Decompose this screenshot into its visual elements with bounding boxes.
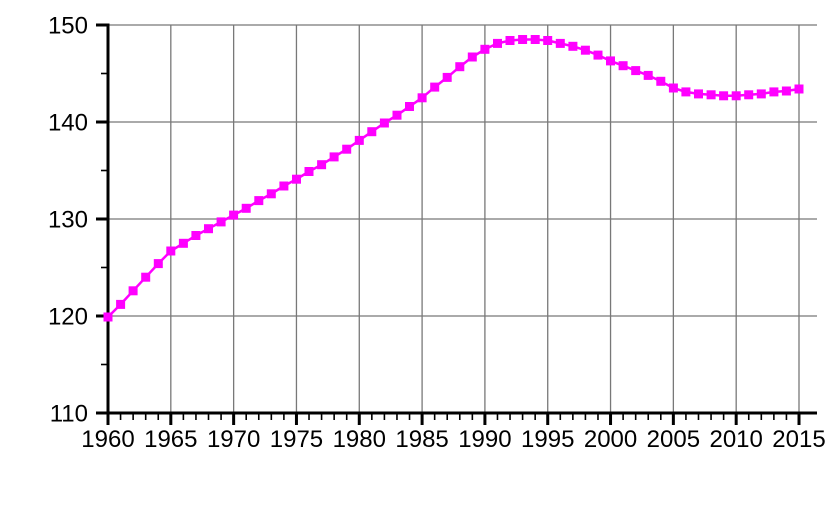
data-point-marker — [744, 90, 754, 100]
data-point-marker — [216, 217, 226, 227]
data-point-marker — [530, 35, 540, 44]
x-tick-label: 2010 — [709, 426, 762, 453]
y-tick-label: 130 — [48, 207, 88, 234]
data-point-marker — [480, 44, 490, 54]
x-tick-label: 1980 — [333, 426, 386, 453]
data-point-marker — [254, 196, 264, 206]
x-tick-label: 1975 — [270, 426, 323, 453]
data-point-marker — [706, 90, 716, 100]
data-point-marker — [178, 238, 188, 248]
data-point-marker — [794, 84, 804, 94]
data-point-marker — [191, 231, 201, 240]
x-tick-label: 1995 — [521, 426, 574, 453]
x-tick-label: 1970 — [207, 426, 260, 453]
data-point-marker — [417, 93, 427, 103]
data-point-marker — [204, 224, 213, 234]
data-point-marker — [781, 86, 791, 96]
data-point-marker — [128, 286, 138, 296]
data-point-marker — [681, 87, 691, 97]
data-point-marker — [279, 181, 289, 191]
data-point-marker — [317, 160, 327, 170]
data-point-marker — [505, 36, 515, 45]
y-tick-label: 110 — [50, 401, 88, 428]
data-point-marker — [229, 210, 239, 220]
data-point-marker — [555, 38, 565, 48]
x-tick-label: 1960 — [81, 426, 134, 453]
data-point-marker — [329, 152, 339, 162]
data-point-marker — [103, 312, 113, 322]
tick-labels: 110 120 130 140 150 1960 1965 1970 1975 1980 1985 1… — [48, 13, 826, 454]
data-point-marker — [455, 62, 465, 72]
tick-marks — [96, 23, 801, 425]
x-tick-label: 2015 — [772, 426, 825, 453]
axes — [96, 23, 817, 415]
series-line — [106, 38, 801, 319]
data-point-marker — [618, 61, 628, 71]
data-point-marker — [379, 118, 389, 128]
data-point-marker — [467, 52, 477, 62]
y-tick-label: 120 — [48, 304, 88, 331]
data-point-marker — [756, 89, 766, 99]
data-point-marker — [354, 135, 364, 145]
y-tick-label: 140 — [48, 110, 88, 137]
data-point-marker — [631, 66, 641, 76]
data-point-marker — [367, 127, 377, 137]
data-point-marker — [153, 259, 163, 269]
data-point-marker — [543, 36, 553, 45]
gridlines — [108, 24, 817, 413]
data-point-marker — [304, 167, 314, 176]
data-point-marker — [442, 72, 452, 82]
data-point-marker — [668, 83, 678, 93]
data-point-marker — [606, 56, 615, 66]
data-point-marker — [266, 189, 276, 199]
data-point-marker — [731, 91, 741, 101]
data-point-marker — [116, 299, 126, 309]
data-point-marker — [643, 70, 653, 80]
data-point-marker — [769, 87, 779, 97]
y-tick-label: 150 — [48, 13, 88, 40]
x-tick-label: 1985 — [395, 426, 448, 453]
data-point-marker — [580, 45, 590, 55]
data-point-marker — [568, 41, 578, 51]
data-point-marker — [166, 246, 176, 256]
data-point-marker — [292, 174, 301, 184]
data-point-marker — [342, 144, 352, 154]
x-tick-label: 1990 — [458, 426, 511, 453]
x-tick-label: 2000 — [584, 426, 637, 453]
data-point-marker — [493, 38, 502, 48]
data-point-marker — [518, 35, 528, 44]
x-tick-label: 1965 — [144, 426, 197, 453]
data-point-marker — [241, 203, 251, 213]
data-point-marker — [593, 50, 603, 60]
data-point-marker — [656, 76, 666, 86]
data-point-marker — [430, 82, 440, 92]
data-point-marker — [405, 102, 414, 111]
data-point-marker — [141, 272, 151, 282]
x-tick-label: 2005 — [647, 426, 700, 453]
data-point-marker — [392, 110, 402, 120]
data-point-marker — [719, 91, 729, 101]
data-series — [103, 35, 804, 322]
data-point-marker — [694, 89, 703, 99]
